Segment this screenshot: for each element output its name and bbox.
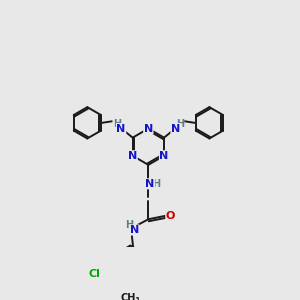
Text: H: H xyxy=(152,179,160,189)
Text: N: N xyxy=(130,225,139,235)
Text: H: H xyxy=(176,118,184,129)
Text: Cl: Cl xyxy=(88,269,100,279)
Text: N: N xyxy=(128,151,137,161)
Text: O: O xyxy=(166,211,175,221)
Text: H: H xyxy=(113,118,121,129)
Text: N: N xyxy=(146,179,154,189)
Text: H: H xyxy=(125,220,134,230)
Text: N: N xyxy=(171,124,180,134)
Text: N: N xyxy=(144,124,153,134)
Text: N: N xyxy=(159,151,169,161)
Text: N: N xyxy=(116,124,126,134)
Text: CH₃: CH₃ xyxy=(120,293,140,300)
